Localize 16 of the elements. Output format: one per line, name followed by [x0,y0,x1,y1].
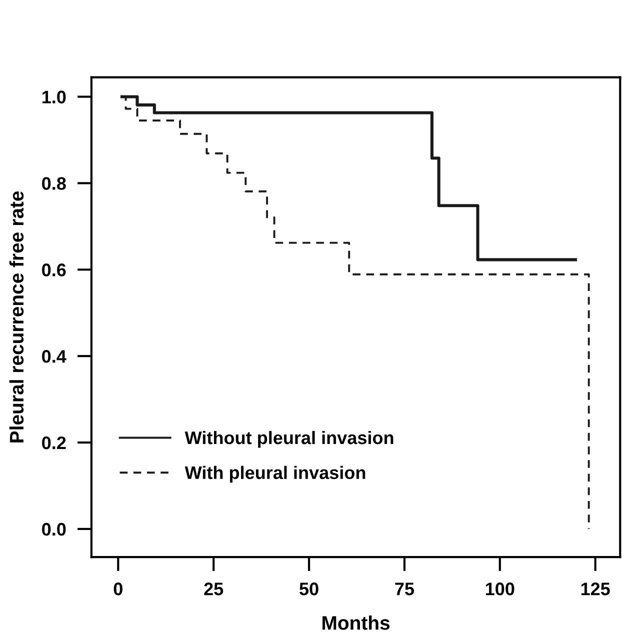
x-axis-title: Months [322,616,390,630]
y-tick-label: 0.0 [42,522,66,536]
legend-label: Without pleural invasion [184,430,394,448]
legend-label: With pleural invasion [184,466,366,483]
y-tick-label: 1.0 [42,90,66,104]
x-tick-label: 125 [581,582,610,596]
x-tick-label: 50 [300,582,318,596]
x-tick-label: 75 [395,582,414,596]
y-tick-label: 0.8 [42,177,66,190]
x-tick-label: 100 [486,582,514,596]
y-tick-label: 0.4 [42,350,66,363]
x-tick-label: 0 [114,582,122,596]
y-axis-title: Pleural recurrence free rate [9,191,24,442]
y-tick-label: 0.6 [42,264,66,276]
x-tick-label: 25 [204,582,224,596]
y-tick-label: 0.2 [42,436,66,450]
